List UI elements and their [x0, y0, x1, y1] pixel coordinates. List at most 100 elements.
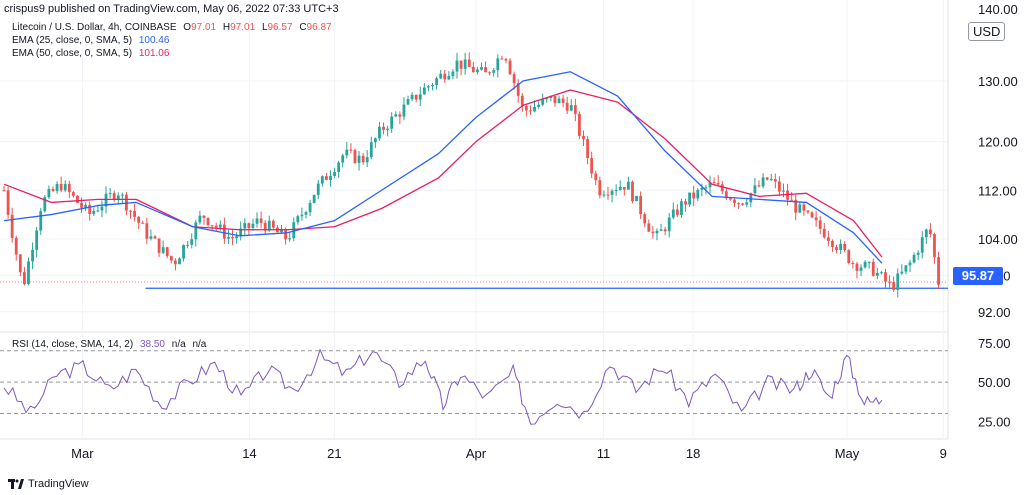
candle-body: [753, 185, 757, 194]
candle-body: [716, 183, 720, 185]
candle-body: [218, 224, 222, 228]
candle-body: [737, 203, 740, 205]
candle-body: [871, 261, 875, 276]
candle-body: [263, 222, 267, 231]
candle-body: [847, 250, 851, 264]
candle-body: [671, 209, 675, 218]
candle-body: [822, 228, 826, 238]
candle-body: [855, 263, 859, 271]
candle-body: [851, 263, 855, 265]
candle-body: [724, 191, 728, 199]
candle-body: [651, 231, 655, 234]
candle-body: [337, 162, 341, 173]
candle-body: [561, 98, 565, 103]
candle-body: [357, 155, 361, 163]
candles: [2, 52, 940, 298]
candle-body: [39, 211, 43, 231]
candle-body: [390, 116, 394, 129]
time-tick-label: 21: [327, 446, 341, 461]
candle-body: [235, 236, 239, 239]
candle-body: [892, 282, 896, 290]
candle-body: [137, 216, 141, 223]
candle-body: [908, 262, 912, 266]
candle-body: [410, 94, 414, 100]
candle-body: [84, 204, 88, 208]
chart-grid: [0, 0, 949, 440]
candle-body: [928, 229, 932, 235]
candle-body: [667, 217, 671, 232]
rsi-tick-label: 75.00: [978, 336, 1011, 351]
time-tick-label: 14: [242, 446, 256, 461]
ema25-legend[interactable]: EMA (25, close, 0, SMA, 5) 100.46: [12, 35, 173, 46]
candle-body: [806, 210, 810, 213]
candle-body: [545, 98, 549, 100]
candle-body: [631, 181, 634, 202]
candle-body: [51, 189, 55, 191]
candle-body: [418, 94, 422, 100]
candle-body: [267, 220, 271, 231]
candle-body: [859, 267, 863, 271]
candle-body: [598, 180, 602, 196]
ema50-line: [3, 89, 883, 258]
candle-body: [529, 110, 532, 112]
candle-body: [378, 126, 381, 139]
candle-body: [586, 139, 589, 158]
time-tick-label: 18: [686, 446, 700, 461]
candle-body: [516, 83, 520, 96]
time-tick-label: 9: [940, 446, 947, 461]
rsi-legend[interactable]: RSI (14, close, SMA, 14, 2) 38.50 n/a n/…: [12, 339, 210, 350]
ema25-value: 100.46: [138, 35, 170, 46]
candle-body: [786, 190, 789, 200]
candle-body: [875, 272, 879, 276]
candle-body: [55, 184, 59, 191]
candle-body: [831, 241, 834, 248]
candle-body: [116, 195, 120, 200]
candle-body: [402, 104, 406, 117]
candle-body: [627, 181, 630, 190]
candle-body: [47, 189, 51, 198]
candle-body: [500, 58, 504, 60]
candle-body: [80, 202, 83, 208]
rsi-panel: [3, 348, 883, 425]
candle-body: [863, 261, 867, 268]
candle-body: [826, 237, 830, 242]
candle-body: [59, 184, 63, 191]
candle-body: [655, 230, 659, 234]
candle-body: [924, 229, 928, 238]
candle-body: [520, 95, 524, 107]
footer-brand: TradingView: [28, 478, 89, 490]
candle-body: [439, 73, 443, 79]
candle-body: [765, 177, 769, 180]
candle-body: [912, 254, 916, 263]
price-tick-label: 104.00: [978, 232, 1018, 247]
candle-body: [463, 59, 467, 69]
current-price-tag: 95.87: [953, 267, 1003, 285]
candle-body: [35, 230, 39, 250]
ohlc-high: H97.01: [222, 22, 256, 33]
candle-body: [182, 244, 185, 259]
candle-body: [308, 202, 312, 213]
candle-body: [467, 59, 471, 67]
candle-body: [447, 75, 451, 80]
candle-body: [749, 193, 753, 203]
rsi-na-2: n/a: [192, 339, 207, 350]
candle-body: [557, 98, 561, 104]
candle-body: [435, 78, 438, 86]
symbol-title: Litecoin / U.S. Dollar, 4h, COINBASE: [12, 22, 177, 33]
candle-body: [333, 172, 336, 176]
candle-body: [773, 179, 777, 182]
ema50-legend[interactable]: EMA (50, close, 0, SMA, 5) 101.06: [12, 48, 173, 59]
footer[interactable]: TradingView: [8, 478, 89, 490]
price-tick-label-partial: 140.00: [978, 2, 1018, 17]
price-tick-label: 92.00: [978, 305, 1011, 320]
candle-body: [198, 215, 202, 223]
candle-body: [508, 60, 512, 75]
candle-body: [280, 229, 283, 233]
rsi-tick-label: 25.00: [978, 414, 1011, 429]
symbol-legend[interactable]: Litecoin / U.S. Dollar, 4h, COINBASE O97…: [12, 22, 336, 33]
candle-body: [153, 236, 157, 239]
candle-body: [292, 222, 296, 239]
currency-button[interactable]: USD: [968, 22, 1006, 41]
candle-body: [239, 228, 243, 237]
ema50-value: 101.06: [138, 48, 170, 59]
